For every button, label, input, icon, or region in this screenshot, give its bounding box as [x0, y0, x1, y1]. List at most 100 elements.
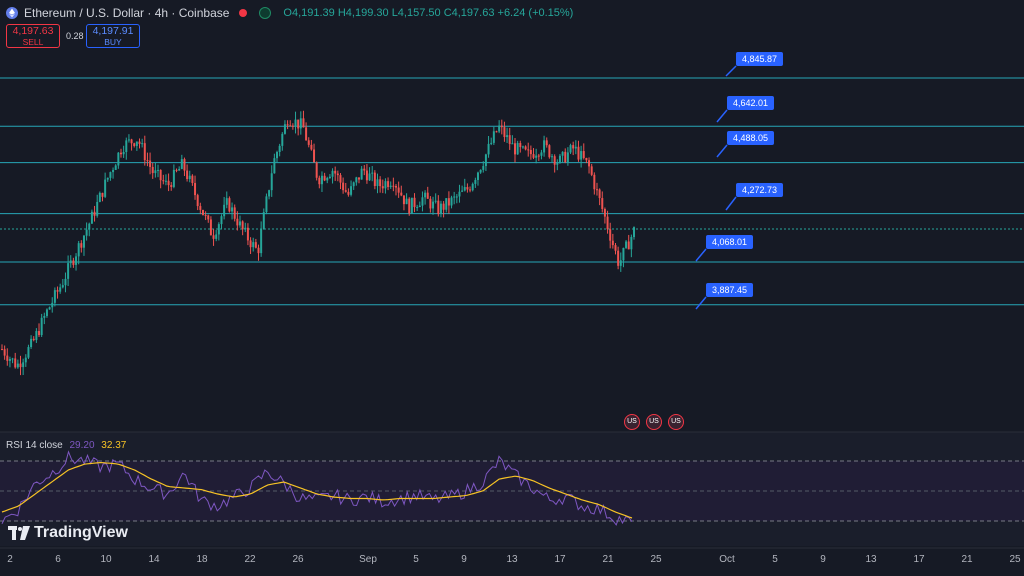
buy-button[interactable]: 4,197.91 BUY — [86, 24, 140, 48]
candle-body — [611, 240, 614, 246]
candle-body — [564, 151, 567, 163]
candle-body — [360, 168, 363, 180]
candle-body — [69, 260, 72, 264]
candle-body — [207, 215, 210, 220]
event-flag-icon[interactable]: US — [624, 414, 640, 430]
candle-body — [268, 190, 271, 197]
candle-body — [527, 149, 530, 151]
level-tag[interactable]: 4,845.87 — [736, 52, 784, 66]
candle-body — [162, 180, 165, 182]
candle-body — [67, 263, 70, 279]
time-axis-tick: 22 — [244, 554, 256, 565]
candle-body — [474, 179, 477, 184]
candle-body — [529, 149, 532, 155]
candle-body — [96, 201, 99, 216]
candle-body — [373, 172, 376, 187]
candle-body — [125, 140, 128, 153]
candle-body — [355, 177, 358, 183]
candle-body — [458, 191, 461, 197]
candle-body — [500, 125, 503, 128]
level-tag[interactable]: 3,887.45 — [706, 283, 754, 297]
candle-body — [429, 198, 432, 209]
rsi-ma-line — [1, 461, 633, 519]
candle-body — [88, 223, 91, 230]
candle-body — [138, 141, 141, 144]
level-tag[interactable]: 4,488.05 — [727, 131, 775, 145]
candle-body — [157, 169, 160, 171]
candle-body — [630, 237, 633, 250]
candle-body — [588, 160, 591, 167]
symbol-title[interactable]: Ethereum / U.S. Dollar · 4h · Coinbase — [24, 6, 230, 20]
candle-body — [220, 216, 223, 225]
sell-price: 4,197.63 — [12, 25, 54, 37]
candle-body — [551, 156, 554, 158]
time-axis-tick: 21 — [602, 554, 614, 565]
candle-body — [395, 186, 398, 188]
candle-body — [516, 143, 519, 155]
sell-button[interactable]: 4,197.63 SELL — [6, 24, 60, 48]
candle-body — [342, 182, 345, 191]
candle-body — [357, 177, 360, 180]
level-tag[interactable]: 4,272.73 — [736, 183, 784, 197]
candle-body — [484, 154, 487, 167]
candle-body — [379, 179, 382, 187]
candle-body — [601, 198, 604, 210]
candle-body — [495, 131, 498, 133]
candle-body — [135, 141, 138, 146]
candle-body — [183, 159, 186, 171]
candle-body — [16, 363, 19, 368]
time-axis-tick: 6 — [55, 554, 61, 565]
candle-body — [212, 235, 215, 239]
candle-body — [254, 242, 257, 248]
candle-body — [553, 156, 556, 165]
rsi-legend[interactable]: RSI 14 close 29.20 32.37 — [6, 440, 126, 451]
candle-body — [617, 250, 620, 266]
candle-body — [305, 127, 308, 141]
candle-body — [413, 197, 416, 208]
candle-body — [463, 187, 466, 191]
candle-body — [8, 359, 11, 361]
candle-body — [278, 145, 281, 153]
candle-body — [336, 173, 339, 176]
candle-body — [151, 166, 154, 174]
candle-body — [603, 209, 606, 217]
candle-body — [476, 172, 479, 180]
candle-body — [299, 118, 302, 129]
candle-body — [289, 125, 292, 127]
candle-body — [344, 190, 347, 192]
candle-body — [294, 119, 297, 127]
candle-body — [217, 224, 220, 235]
candle-body — [283, 124, 286, 134]
candle-body — [384, 181, 387, 189]
candle-body — [540, 152, 543, 156]
candle-body — [40, 317, 43, 336]
candle-body — [334, 170, 337, 174]
candle-body — [143, 143, 146, 161]
time-axis-tick: 17 — [913, 554, 925, 565]
candle-body — [490, 142, 493, 144]
candle-body — [402, 195, 405, 205]
candle-body — [352, 182, 355, 187]
candle-body — [276, 152, 279, 159]
candle-body — [400, 192, 403, 196]
level-tag[interactable]: 4,068.01 — [706, 235, 754, 249]
candle-body — [231, 207, 234, 212]
time-axis-tick: 5 — [772, 554, 778, 565]
candle-body — [627, 241, 630, 250]
time-axis[interactable]: 2 6 10 14 18 22 26 Sep 5 9 13 17 21 25 Oct 5 9 13 17 21 25 — [0, 550, 1024, 570]
candle-body — [178, 168, 181, 171]
candle-body — [77, 243, 80, 257]
level-tag[interactable]: 4,642.01 — [727, 96, 775, 110]
event-flag-icon[interactable]: US — [668, 414, 684, 430]
candle-body — [90, 211, 93, 224]
candle-body — [633, 227, 635, 238]
candle-body — [582, 151, 585, 158]
event-flag-icon[interactable]: US — [646, 414, 662, 430]
candle-body — [11, 358, 14, 360]
candle-body — [556, 162, 559, 165]
candle-body — [606, 216, 609, 230]
candle-body — [328, 176, 331, 178]
candle-body — [350, 186, 353, 195]
tradingview-logo[interactable]: TradingView — [8, 524, 128, 542]
